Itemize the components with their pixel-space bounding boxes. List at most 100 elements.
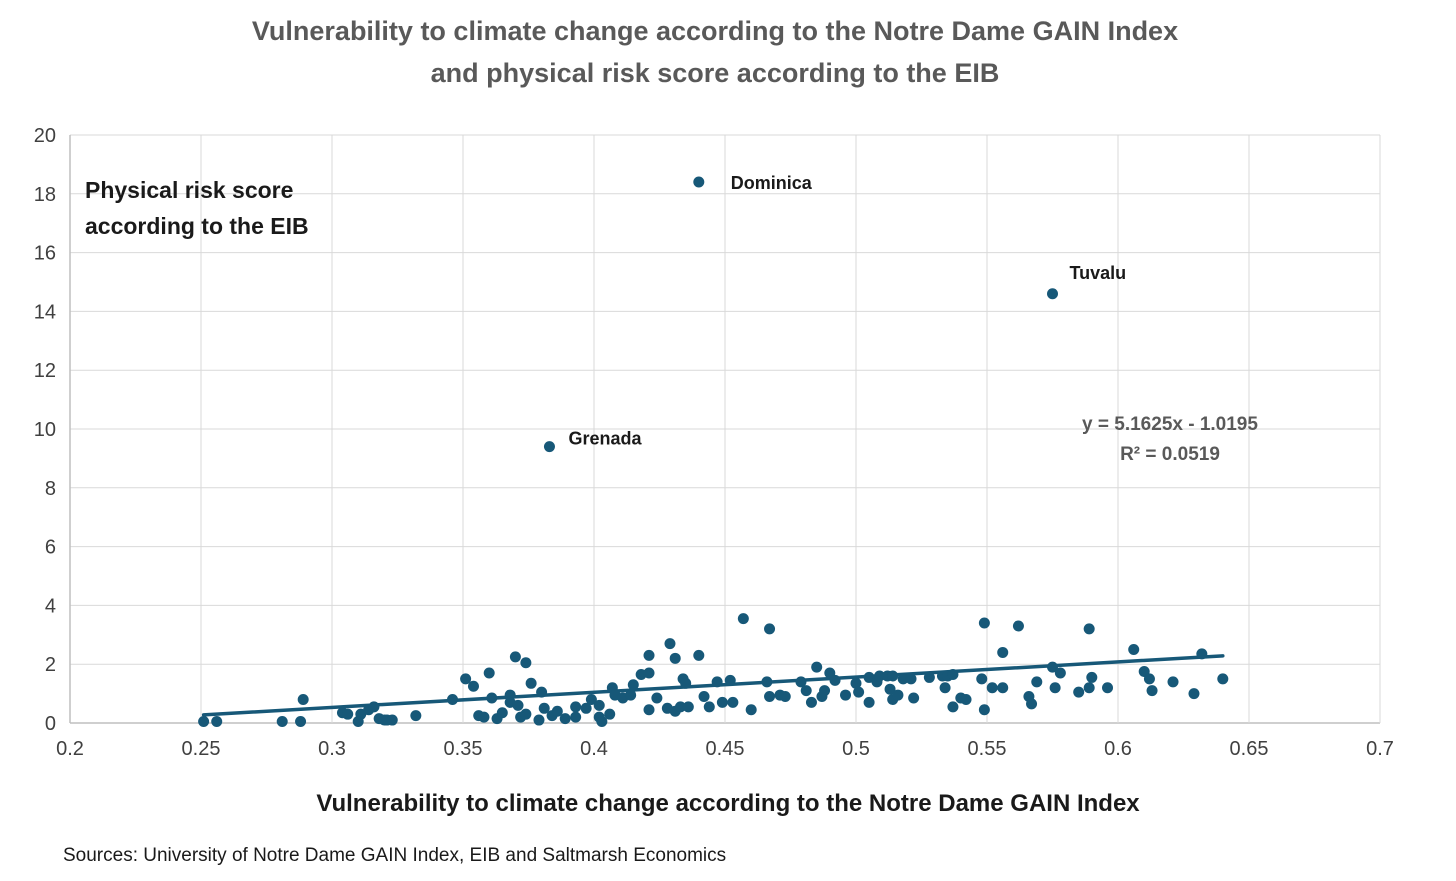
scatter-point (811, 661, 823, 673)
x-tick-label: 0.35 (444, 738, 483, 760)
scatter-point (1083, 623, 1095, 635)
scatter-point (1217, 673, 1229, 685)
scatter-point (643, 649, 655, 661)
scatter-point (570, 711, 582, 723)
scatter-point (682, 701, 694, 713)
y-tick-label: 8 (45, 478, 56, 500)
y-tick-label: 2 (45, 654, 56, 676)
scatter-point (727, 696, 739, 708)
x-tick-label: 0.5 (842, 738, 870, 760)
scatter-point (795, 676, 807, 688)
scatter-point (1086, 671, 1098, 683)
scatter-point (698, 691, 710, 703)
scatter-point (570, 701, 582, 713)
scatter-point (976, 673, 988, 685)
y-tick-label: 14 (34, 301, 56, 323)
scatter-point (897, 673, 909, 685)
scatter-point (805, 696, 817, 708)
scatter-point (368, 701, 380, 713)
x-tick-label: 0.65 (1230, 738, 1269, 760)
scatter-point (643, 667, 655, 679)
scatter-point (509, 651, 521, 663)
scatter-point (764, 691, 776, 703)
scatter-point (764, 623, 776, 635)
scatter-point (724, 674, 736, 686)
scatter-point (1073, 686, 1085, 698)
chart-title-line1: Vulnerability to climate change accordin… (251, 16, 1179, 46)
sources-note: Sources: University of Notre Dame GAIN I… (63, 845, 727, 866)
x-tick-label: 0.3 (318, 738, 346, 760)
scatter-point (905, 673, 917, 685)
scatter-point (923, 671, 935, 683)
scatter-point (342, 708, 354, 720)
scatter-point (593, 699, 605, 711)
scatter-point (779, 691, 791, 703)
scatter-point (627, 679, 639, 691)
scatter-point (295, 716, 307, 728)
scatter-point (997, 682, 1009, 694)
scatter-point (947, 701, 959, 713)
scatter-point (711, 676, 723, 688)
x-tick-label: 0.6 (1104, 738, 1132, 760)
scatter-point (978, 704, 990, 716)
scatter-point (960, 693, 972, 705)
x-tick-label: 0.55 (968, 738, 1007, 760)
scatter-point (1026, 698, 1038, 710)
scatter-point (887, 670, 899, 682)
x-tick-label: 0.45 (706, 738, 745, 760)
scatter-point-dominica (693, 176, 705, 188)
scatter-point (533, 714, 545, 726)
scatter-point (585, 693, 597, 705)
point-label-tuvalu: Tuvalu (1070, 263, 1127, 283)
scatter-point (863, 696, 875, 708)
y-axis-label: Physical risk score according to the EIB (85, 172, 309, 244)
scatter-point (410, 710, 422, 722)
scatter-point (1054, 667, 1066, 679)
point-label-grenada: Grenada (568, 429, 642, 449)
scatter-point-grenada (543, 441, 555, 453)
scatter-point (596, 716, 608, 728)
y-tick-label: 6 (45, 537, 56, 559)
scatter-point (908, 692, 920, 704)
scatter-point (525, 677, 537, 689)
x-axis-title: Vulnerability to climate change accordin… (316, 790, 1140, 817)
scatter-point (884, 683, 896, 695)
point-label-dominica: Dominica (731, 173, 813, 193)
scatter-point (853, 686, 865, 698)
scatter-point (559, 713, 571, 725)
x-tick-label: 0.7 (1366, 738, 1394, 760)
scatter-point (978, 617, 990, 629)
x-tick-label: 0.25 (182, 738, 221, 760)
scatter-point (604, 708, 616, 720)
scatter-point (483, 667, 495, 679)
scatter-point (745, 704, 757, 716)
scatter-point (1188, 688, 1200, 700)
y-tick-label: 4 (45, 595, 56, 617)
scatter-point (1146, 685, 1158, 697)
scatter-point (892, 689, 904, 701)
scatter-point (840, 689, 852, 701)
scatter-point (198, 716, 210, 728)
y-axis-label-line1: Physical risk score (85, 177, 294, 203)
y-axis-label-line2: according to the EIB (85, 213, 309, 239)
scatter-point (716, 696, 728, 708)
trendline-equation-formula: y = 5.1625x - 1.0195 (1082, 414, 1258, 435)
scatter-point (651, 692, 663, 704)
y-tick-label: 12 (34, 360, 56, 382)
scatter-point (276, 716, 288, 728)
scatter-point (664, 638, 676, 650)
y-tick-label: 10 (34, 419, 56, 441)
scatter-point (580, 702, 592, 714)
scatter-point (761, 676, 773, 688)
scatter-point (947, 668, 959, 680)
scatter-point (1049, 682, 1061, 694)
y-tick-label: 0 (45, 713, 56, 735)
scatter-point-tuvalu (1047, 288, 1058, 300)
scatter-point (997, 646, 1009, 658)
scatter-point (1128, 644, 1140, 655)
y-tick-label: 18 (34, 184, 56, 206)
y-tick-label: 20 (34, 125, 56, 147)
chart-title-line2: and physical risk score according to the… (430, 58, 1000, 88)
